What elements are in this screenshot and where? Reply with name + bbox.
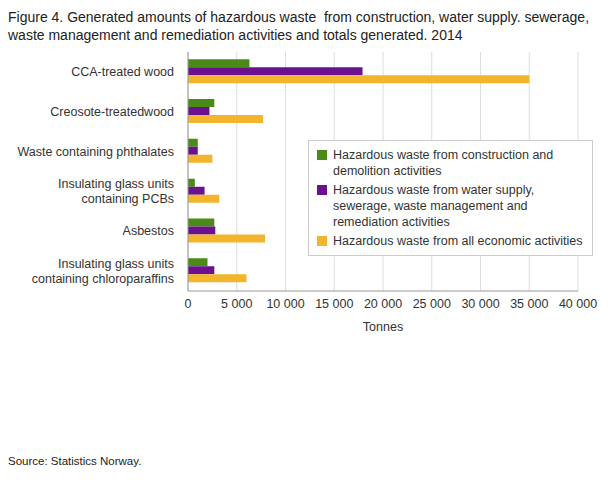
svg-text:40 000: 40 000 — [559, 297, 597, 311]
svg-text:25 000: 25 000 — [413, 297, 451, 311]
svg-text:10 000: 10 000 — [266, 297, 304, 311]
svg-text:0: 0 — [185, 297, 192, 311]
svg-text:20 000: 20 000 — [364, 297, 402, 311]
svg-text:Tonnes: Tonnes — [363, 320, 403, 334]
html-text:Hazardous waste from water sup: Hazardous waste from water supply, sewer… — [333, 183, 535, 229]
html-text:Hazardous waste from all econo: Hazardous waste from all economic activi… — [333, 234, 583, 248]
html-text:Hazardous waste from construct: Hazardous waste from construction and de… — [333, 148, 554, 178]
svg-text:Waste containing phthalates: Waste containing phthalates — [17, 145, 174, 159]
svg-text:CCA-treated wood: CCA-treated wood — [71, 65, 174, 79]
svg-text:35 000: 35 000 — [510, 297, 548, 311]
svg-text:30 000: 30 000 — [461, 297, 499, 311]
svg-text:Creosote-treatedwood: Creosote-treatedwood — [50, 105, 174, 119]
svg-text:5 000: 5 000 — [221, 297, 252, 311]
html-text:Figure 4. Generated amounts of: Figure 4. Generated amounts of hazardous… — [8, 9, 593, 43]
svg-text:15 000: 15 000 — [315, 297, 353, 311]
html-text:Source: Statistics Norway.: Source: Statistics Norway. — [8, 455, 142, 467]
svg-text:Asbestos: Asbestos — [123, 224, 174, 238]
svg-text:Insulating glass unitscontaini: Insulating glass unitscontaining PCBs — [58, 177, 174, 206]
svg-text:Insulating glass unitscontaini: Insulating glass unitscontaining chlorop… — [32, 257, 174, 286]
